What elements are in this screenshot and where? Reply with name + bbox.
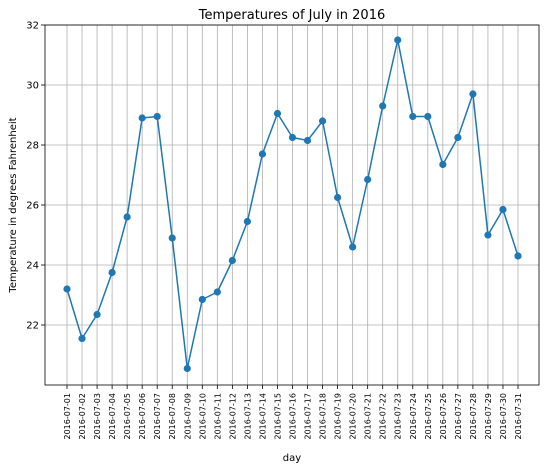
x-tick-label: 2016-07-10 bbox=[198, 393, 207, 440]
data-point bbox=[183, 364, 191, 373]
x-tick-label: 2016-07-19 bbox=[334, 393, 343, 440]
x-tick-label: 2016-07-29 bbox=[484, 393, 493, 440]
data-point bbox=[439, 160, 447, 169]
chart-title: Temperatures of July in 2016 bbox=[198, 8, 386, 23]
x-tick-label: 2016-07-11 bbox=[213, 393, 222, 440]
x-tick-label: 2016-07-02 bbox=[78, 393, 87, 440]
x-tick-label: 2016-07-01 bbox=[63, 393, 72, 440]
plot-frame bbox=[44, 24, 540, 386]
x-tick-label: 2016-07-13 bbox=[243, 393, 252, 440]
x-tick-label: 2016-07-21 bbox=[364, 393, 373, 440]
x-tick-label: 2016-07-14 bbox=[258, 393, 267, 440]
data-point bbox=[303, 136, 312, 145]
data-point bbox=[334, 193, 342, 202]
data-point bbox=[318, 117, 327, 125]
data-point bbox=[288, 133, 297, 142]
x-tick-label: 2016-07-27 bbox=[454, 393, 463, 440]
x-tick-label: 2016-07-16 bbox=[289, 393, 298, 440]
data-point bbox=[349, 243, 357, 251]
x-tick-label: 2016-07-18 bbox=[319, 393, 328, 440]
x-axis-label: day bbox=[283, 453, 301, 464]
data-point bbox=[123, 213, 131, 221]
x-tick-label: 2016-07-20 bbox=[349, 393, 358, 440]
data-point bbox=[394, 36, 402, 44]
x-tick-label: 2016-07-24 bbox=[409, 393, 418, 440]
data-point bbox=[198, 295, 206, 304]
x-tick-label: 2016-07-12 bbox=[228, 393, 237, 440]
data-point bbox=[499, 205, 507, 214]
data-point bbox=[379, 102, 387, 110]
x-tick-label: 2016-07-04 bbox=[108, 393, 117, 440]
x-tick-label: 2016-07-26 bbox=[439, 393, 448, 440]
x-tick-label: 2016-07-31 bbox=[514, 393, 523, 440]
data-point bbox=[153, 112, 161, 121]
y-axis-ticks: 22 24 26 28 30 32 bbox=[26, 21, 45, 332]
x-tick-label: 2016-07-03 bbox=[93, 393, 102, 440]
data-point bbox=[484, 231, 492, 239]
data-point bbox=[138, 114, 146, 122]
data-point bbox=[243, 217, 251, 226]
x-tick-label: 2016-07-15 bbox=[273, 393, 282, 440]
x-tick-label: 2016-07-28 bbox=[469, 393, 478, 440]
data-point bbox=[108, 268, 116, 277]
y-tick-label: 24 bbox=[26, 261, 39, 272]
grid bbox=[45, 24, 539, 385]
x-tick-label: 2016-07-23 bbox=[394, 393, 403, 440]
x-tick-label: 2016-07-25 bbox=[424, 393, 433, 440]
y-tick-label: 26 bbox=[26, 201, 39, 212]
y-tick-label: 30 bbox=[26, 81, 39, 92]
data-point bbox=[409, 112, 417, 121]
data-point bbox=[364, 175, 372, 184]
x-tick-label: 2016-07-05 bbox=[123, 393, 132, 440]
y-tick-label: 22 bbox=[26, 321, 39, 332]
data-point bbox=[454, 133, 462, 142]
y-tick-label: 32 bbox=[26, 21, 39, 32]
data-point bbox=[228, 256, 236, 265]
series-temperature bbox=[63, 36, 522, 373]
x-tick-label: 2016-07-30 bbox=[499, 393, 508, 440]
data-point bbox=[514, 252, 522, 260]
data-point bbox=[93, 310, 101, 319]
data-point bbox=[424, 112, 432, 121]
x-tick-label: 2016-07-09 bbox=[183, 393, 192, 440]
y-axis-label: Temperature in degrees Fahrenheit bbox=[8, 117, 19, 293]
data-point bbox=[258, 150, 267, 158]
x-tick-label: 2016-07-08 bbox=[168, 393, 177, 440]
data-point bbox=[273, 109, 282, 118]
x-tick-label: 2016-07-17 bbox=[304, 393, 313, 440]
x-tick-label: 2016-07-07 bbox=[153, 393, 162, 440]
x-axis-ticks: 2016-07-01 2016-07-02 2016-07-03 2016-07-04… bbox=[63, 385, 523, 440]
y-tick-label: 28 bbox=[26, 141, 39, 152]
x-tick-label: 2016-07-22 bbox=[379, 393, 388, 440]
data-point bbox=[63, 285, 71, 293]
data-point bbox=[469, 90, 477, 98]
x-tick-label: 2016-07-06 bbox=[138, 393, 147, 440]
data-point bbox=[78, 334, 86, 343]
data-point bbox=[213, 288, 221, 296]
data-point bbox=[168, 234, 176, 242]
